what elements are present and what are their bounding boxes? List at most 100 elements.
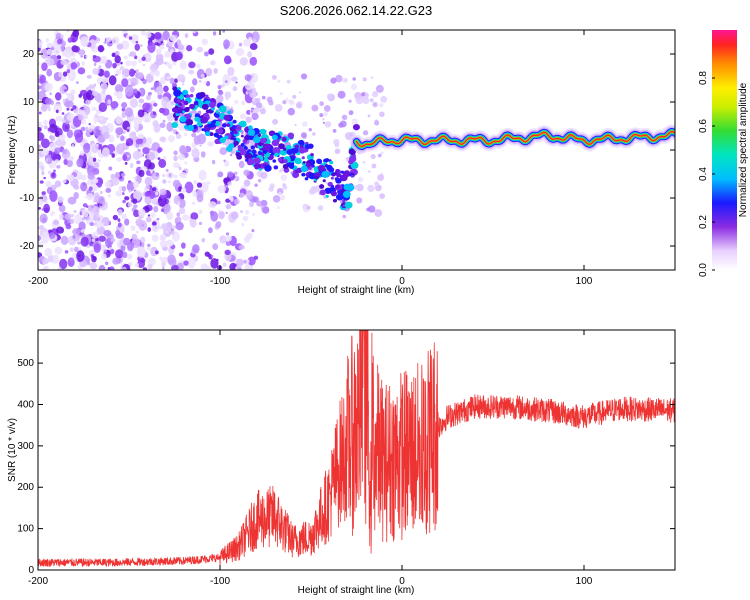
noise-blob <box>104 261 109 266</box>
noise-blob <box>154 225 158 230</box>
noise-blob <box>200 151 206 158</box>
noise-blob <box>167 63 173 70</box>
signal-blob <box>175 109 180 114</box>
signal-blob <box>250 145 256 150</box>
signal-blob <box>325 194 329 198</box>
noise-blob <box>176 74 186 83</box>
noise-blob <box>183 260 189 266</box>
signal-blob <box>274 152 279 157</box>
noise-blob <box>253 106 260 113</box>
noise-blob <box>198 169 207 181</box>
noise-blob <box>183 132 188 137</box>
noise-blob <box>121 78 129 88</box>
noise-blob <box>223 55 232 65</box>
noise-blob <box>123 237 131 246</box>
noise-blob <box>109 266 115 270</box>
noise-blob <box>45 200 49 204</box>
noise-blob <box>196 63 201 69</box>
noise-blob <box>239 192 245 198</box>
noise-blob <box>159 76 166 85</box>
signal-blob <box>329 160 334 165</box>
noise-blob <box>77 67 86 75</box>
noise-blob <box>64 250 69 254</box>
noise-blob <box>168 258 177 266</box>
noise-blob <box>234 198 240 205</box>
noise-blob <box>165 168 169 172</box>
noise-blob <box>243 179 251 187</box>
noise-blob <box>362 161 366 164</box>
noise-blob <box>122 192 125 196</box>
snr-y-axis: 0 100 200 300 400 500 <box>17 358 675 576</box>
noise-blob <box>76 158 84 168</box>
signal-blob <box>298 147 306 154</box>
noise-blob <box>61 119 66 124</box>
noise-blob <box>76 250 85 262</box>
noise-blob <box>377 174 385 181</box>
noise-blob <box>333 138 340 146</box>
noise-blob <box>237 267 242 270</box>
noise-blob <box>116 226 120 231</box>
noise-blob <box>196 182 203 188</box>
noise-blob <box>369 98 374 103</box>
noise-blob <box>103 40 107 44</box>
noise-blob <box>38 44 42 49</box>
signal-blob <box>228 143 235 149</box>
noise-blob <box>115 127 124 135</box>
noise-blob <box>92 67 100 75</box>
noise-blob <box>174 51 183 61</box>
noise-blob <box>115 85 124 93</box>
noise-blob <box>82 203 88 208</box>
noise-blob <box>256 200 263 207</box>
signal-blob <box>314 176 319 180</box>
noise-blob <box>239 113 247 120</box>
signal-blob <box>245 158 249 162</box>
noise-blob <box>217 95 224 102</box>
signal-blob <box>350 174 354 178</box>
signal-blob <box>183 106 190 113</box>
noise-blob <box>147 227 152 232</box>
noise-blob <box>120 135 125 142</box>
noise-blob <box>55 138 63 147</box>
noise-blob <box>80 126 86 132</box>
noise-blob <box>79 150 85 156</box>
noise-blob <box>308 188 316 195</box>
signal-blob <box>316 158 323 165</box>
noise-blob <box>344 132 351 139</box>
noise-blob <box>341 114 348 121</box>
noise-blob <box>245 209 250 215</box>
noise-blob <box>69 247 74 252</box>
noise-blob <box>212 243 219 250</box>
noise-blob <box>209 210 215 215</box>
noise-blob <box>100 82 108 91</box>
noise-blob <box>229 262 237 270</box>
noise-blob <box>46 48 53 56</box>
spectrogram-xtick-label: 0 <box>399 276 405 287</box>
noise-blob <box>147 214 151 217</box>
signal-blob <box>209 132 214 136</box>
noise-blob <box>58 213 64 221</box>
noise-blob <box>80 36 89 48</box>
noise-blob <box>80 181 88 192</box>
noise-blob <box>311 104 319 112</box>
noise-blob <box>85 55 88 58</box>
noise-blob <box>334 148 341 155</box>
noise-blob <box>138 169 145 178</box>
noise-blob <box>243 235 251 244</box>
signal-blob <box>335 184 340 190</box>
noise-blob <box>308 127 312 132</box>
noise-blob <box>173 150 178 156</box>
signal-blob <box>223 114 231 121</box>
noise-blob <box>277 206 280 210</box>
noise-blob <box>54 159 60 164</box>
noise-blob <box>225 232 230 236</box>
noise-blob <box>272 195 281 203</box>
noise-blob <box>374 209 383 217</box>
noise-blob <box>62 179 67 184</box>
noise-blob <box>217 185 226 194</box>
noise-blob <box>100 222 104 226</box>
snr-ytick-label: 300 <box>17 441 34 452</box>
noise-blob <box>77 114 84 121</box>
noise-blob <box>85 99 91 105</box>
noise-blob <box>140 258 146 264</box>
noise-blob <box>112 257 120 265</box>
